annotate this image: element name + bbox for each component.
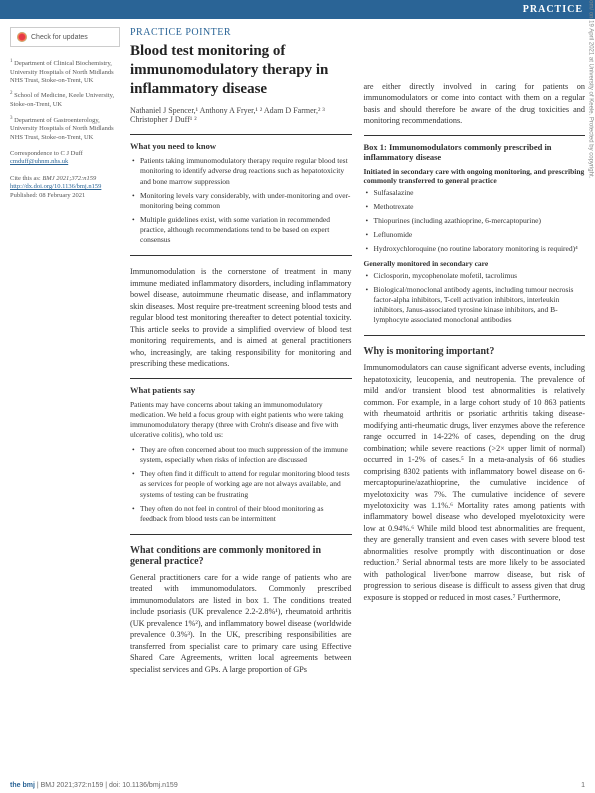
paragraph: Immunomodulators can cause significant a…	[364, 362, 586, 603]
section-label: PRACTICE POINTER	[130, 27, 352, 38]
footer: the bmj | BMJ 2021;372:n159 | doi: 10.11…	[10, 782, 585, 789]
check-updates-label: Check for updates	[31, 34, 88, 41]
list-item: Hydroxychloroquine (no routine laborator…	[364, 244, 586, 254]
list-item: Thiopurines (including azathioprine, 6-m…	[364, 216, 586, 226]
list-item: Patients taking immunomodulatory therapy…	[130, 156, 352, 186]
doi-link[interactable]: http://dx.doi.org/10.1136/bmj.n159	[10, 183, 101, 190]
list-item: Biological/monoclonal antibody agents, i…	[364, 285, 586, 326]
box-1-immunomodulators: Box 1: Immunomodulators commonly prescri…	[364, 135, 586, 336]
box-lead: Patients may have concerns about taking …	[130, 400, 352, 441]
box-subheading: Initiated in secondary care with ongoing…	[364, 167, 586, 185]
email-link[interactable]: cmduff@uhnm.nhs.uk	[10, 158, 68, 165]
box-what-patients-say: What patients say Patients may have conc…	[130, 378, 352, 535]
affiliation-1: 1 Department of Clinical Biochemistry, U…	[10, 59, 120, 85]
list-item: They often do not feel in control of the…	[130, 504, 352, 524]
article-title: Blood test monitoring of immunomodulator…	[130, 42, 352, 98]
footer-citation: | BMJ 2021;372:n159 | doi: 10.1136/bmj.n…	[35, 782, 178, 789]
footer-bmj: the bmj	[10, 782, 35, 789]
list-item: Monitoring levels vary considerably, wit…	[130, 191, 352, 211]
column-1: PRACTICE POINTER Blood test monitoring o…	[130, 27, 352, 683]
page-body: Check for updates 1 Department of Clinic…	[0, 19, 595, 683]
heading-why: Why is monitoring important?	[364, 346, 586, 357]
correspondence: Correspondence to C J Duff cmduff@uhnm.n…	[10, 150, 120, 167]
list-item: They often find it difficult to attend f…	[130, 469, 352, 499]
box-title: What patients say	[130, 385, 352, 395]
check-updates-button[interactable]: Check for updates	[10, 27, 120, 47]
list-item: Methotrexate	[364, 202, 586, 212]
header-bar: PRACTICE	[0, 0, 595, 19]
list-item: Leflunomide	[364, 230, 586, 240]
heading-conditions: What conditions are commonly monitored i…	[130, 545, 352, 567]
citation: Cite this as: BMJ 2021;372:n159 http://d…	[10, 175, 120, 200]
list-item: They are often concerned about too much …	[130, 445, 352, 465]
intro-paragraph: Immunomodulation is the cornerstone of t…	[130, 266, 352, 369]
box-what-you-need-to-know: What you need to know Patients taking im…	[130, 134, 352, 256]
box-title: What you need to know	[130, 141, 352, 151]
affiliation-2: 2 School of Medicine, Keele University, …	[10, 91, 120, 109]
crossmark-icon	[17, 32, 27, 42]
left-column: Check for updates 1 Department of Clinic…	[10, 27, 130, 683]
affiliation-3: 3 Department of Gastroenterology, Univer…	[10, 116, 120, 142]
box-subheading: Generally monitored in secondary care	[364, 259, 586, 268]
page-number: 1	[581, 782, 585, 789]
list-item: Ciclosporin, mycophenolate mofetil, tacr…	[364, 271, 586, 281]
list-item: Multiple guidelines exist, with some var…	[130, 215, 352, 245]
main-content: PRACTICE POINTER Blood test monitoring o…	[130, 27, 585, 683]
paragraph: General practitioners care for a wide ra…	[130, 572, 352, 675]
authors: Nathaniel J Spencer,¹ Anthony A Fryer,¹ …	[130, 106, 352, 124]
list-item: Sulfasalazine	[364, 188, 586, 198]
column-2: are either directly involved in caring f…	[364, 27, 586, 683]
box-title: Box 1: Immunomodulators commonly prescri…	[364, 142, 586, 162]
side-copyright: BMJ: first published as 10.1136/bmj.n159…	[587, 0, 593, 178]
paragraph: are either directly involved in caring f…	[364, 81, 586, 127]
